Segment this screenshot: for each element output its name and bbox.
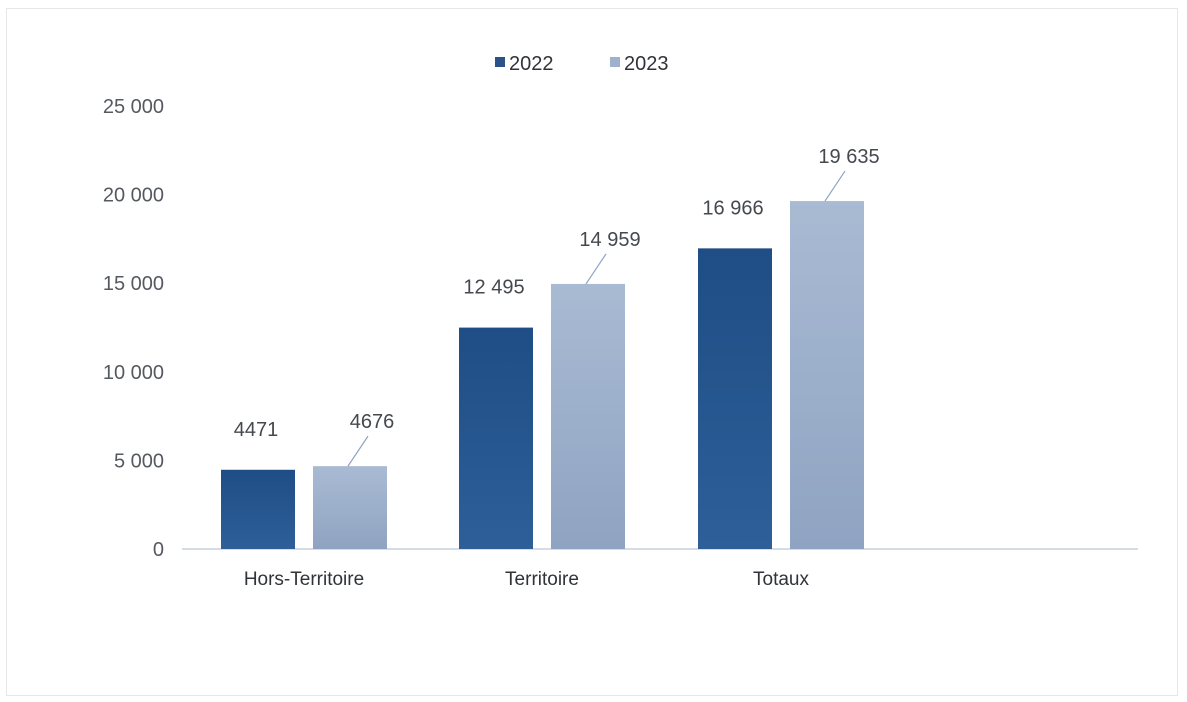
data-label: 4676 <box>350 411 395 433</box>
data-label: 14 959 <box>579 229 640 251</box>
legend-label-2023: 2023 <box>624 53 669 75</box>
bar-2023-hors-territoire <box>313 466 387 549</box>
data-label: 4471 <box>234 419 279 441</box>
y-tick-label: 5 000 <box>114 450 164 472</box>
bar-2023-totaux <box>790 201 864 549</box>
y-tick-label: 20 000 <box>103 185 164 207</box>
data-label: 12 495 <box>463 277 524 299</box>
legend: 2022 2023 <box>495 53 669 75</box>
y-tick-label: 15 000 <box>103 273 164 295</box>
y-axis: 0 5 000 10 000 15 000 20 000 25 000 <box>103 96 164 561</box>
x-tick-label: Totaux <box>753 569 809 590</box>
x-axis: Hors-Territoire Territoire Totaux <box>182 548 1138 590</box>
y-tick-label: 25 000 <box>103 96 164 118</box>
legend-label-2022: 2022 <box>509 53 554 75</box>
bar-2022-territoire <box>459 327 533 549</box>
bar-2022-totaux <box>698 248 772 549</box>
x-tick-label: Hors-Territoire <box>244 569 364 590</box>
data-label-leader-line <box>824 170 846 202</box>
y-tick-label: 0 <box>153 539 164 561</box>
data-label: 16 966 <box>702 197 763 219</box>
x-tick-label: Territoire <box>505 569 579 590</box>
y-tick-label: 10 000 <box>103 362 164 384</box>
legend-swatch-2022 <box>495 57 505 67</box>
data-label-leader-line <box>347 435 369 467</box>
data-labels: 4471 12 495 16 966 4676 14 959 19 635 <box>234 146 880 467</box>
data-label-leader-line <box>585 253 607 285</box>
bar-2023-territoire <box>551 283 625 549</box>
data-label: 19 635 <box>818 146 879 168</box>
bars <box>221 201 864 549</box>
legend-swatch-2023 <box>610 57 620 67</box>
bar-2022-hors-territoire <box>221 469 295 549</box>
